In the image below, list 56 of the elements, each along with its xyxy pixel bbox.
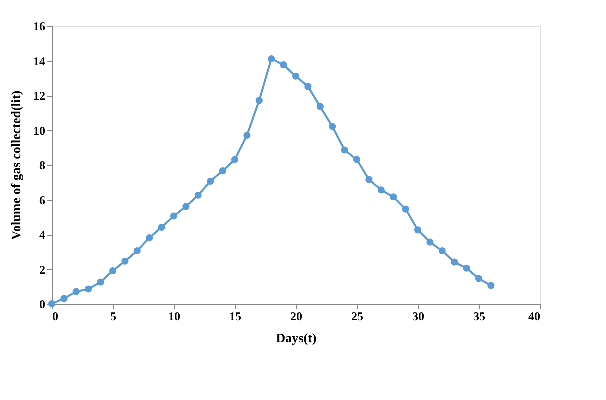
point: [463, 264, 470, 272]
point: [182, 203, 190, 210]
point: [426, 238, 434, 246]
point: [207, 178, 214, 186]
point: [268, 55, 276, 63]
point: [122, 258, 129, 265]
x-axis-title: Days(t): [276, 330, 317, 346]
x-tick-label: 10: [168, 310, 180, 324]
point: [85, 286, 92, 293]
point: [414, 226, 422, 234]
point: [390, 194, 398, 201]
point: [366, 176, 373, 184]
point: [378, 186, 385, 194]
point: [72, 288, 80, 296]
point: [134, 247, 141, 255]
point: [60, 295, 68, 302]
point: [109, 267, 117, 275]
point: [244, 132, 251, 139]
x-tick-label: 0: [52, 310, 58, 324]
point: [353, 156, 361, 164]
y-tick-label: 12: [34, 89, 46, 103]
point: [329, 123, 336, 130]
y-tick-label: 14: [34, 54, 46, 68]
point: [438, 247, 446, 255]
x-tick-label: 25: [352, 310, 364, 324]
y-tick-label: 0: [40, 298, 46, 312]
point: [316, 103, 324, 110]
point: [280, 62, 288, 69]
point: [146, 234, 154, 242]
y-tick-label: 2: [40, 262, 46, 277]
point: [158, 224, 166, 232]
y-tick-label: 6: [40, 193, 46, 208]
x-tick-label: 15: [230, 310, 242, 324]
x-tick-label: 20: [290, 310, 302, 324]
x-tick-label: 35: [474, 310, 486, 324]
point: [475, 275, 483, 282]
y-tick-label: 4: [40, 228, 46, 242]
y-tick-label: 16: [34, 20, 46, 34]
x-tick-label: 30: [412, 310, 424, 324]
point: [292, 72, 300, 80]
point: [231, 156, 239, 164]
point: [402, 206, 410, 213]
y-tick-label: 10: [34, 124, 46, 138]
y-tick-label: 8: [40, 158, 46, 172]
point: [97, 278, 104, 286]
x-tick-label: 5: [110, 310, 116, 324]
point: [304, 83, 312, 90]
x-tick-label: 40: [528, 310, 540, 324]
point: [219, 168, 226, 175]
point: [256, 97, 263, 104]
point: [170, 212, 178, 220]
point: [488, 282, 495, 290]
y-axis-title: Volume of gas collected(lit): [8, 90, 24, 240]
point: [451, 258, 458, 266]
point: [194, 192, 202, 199]
point: [341, 146, 348, 154]
